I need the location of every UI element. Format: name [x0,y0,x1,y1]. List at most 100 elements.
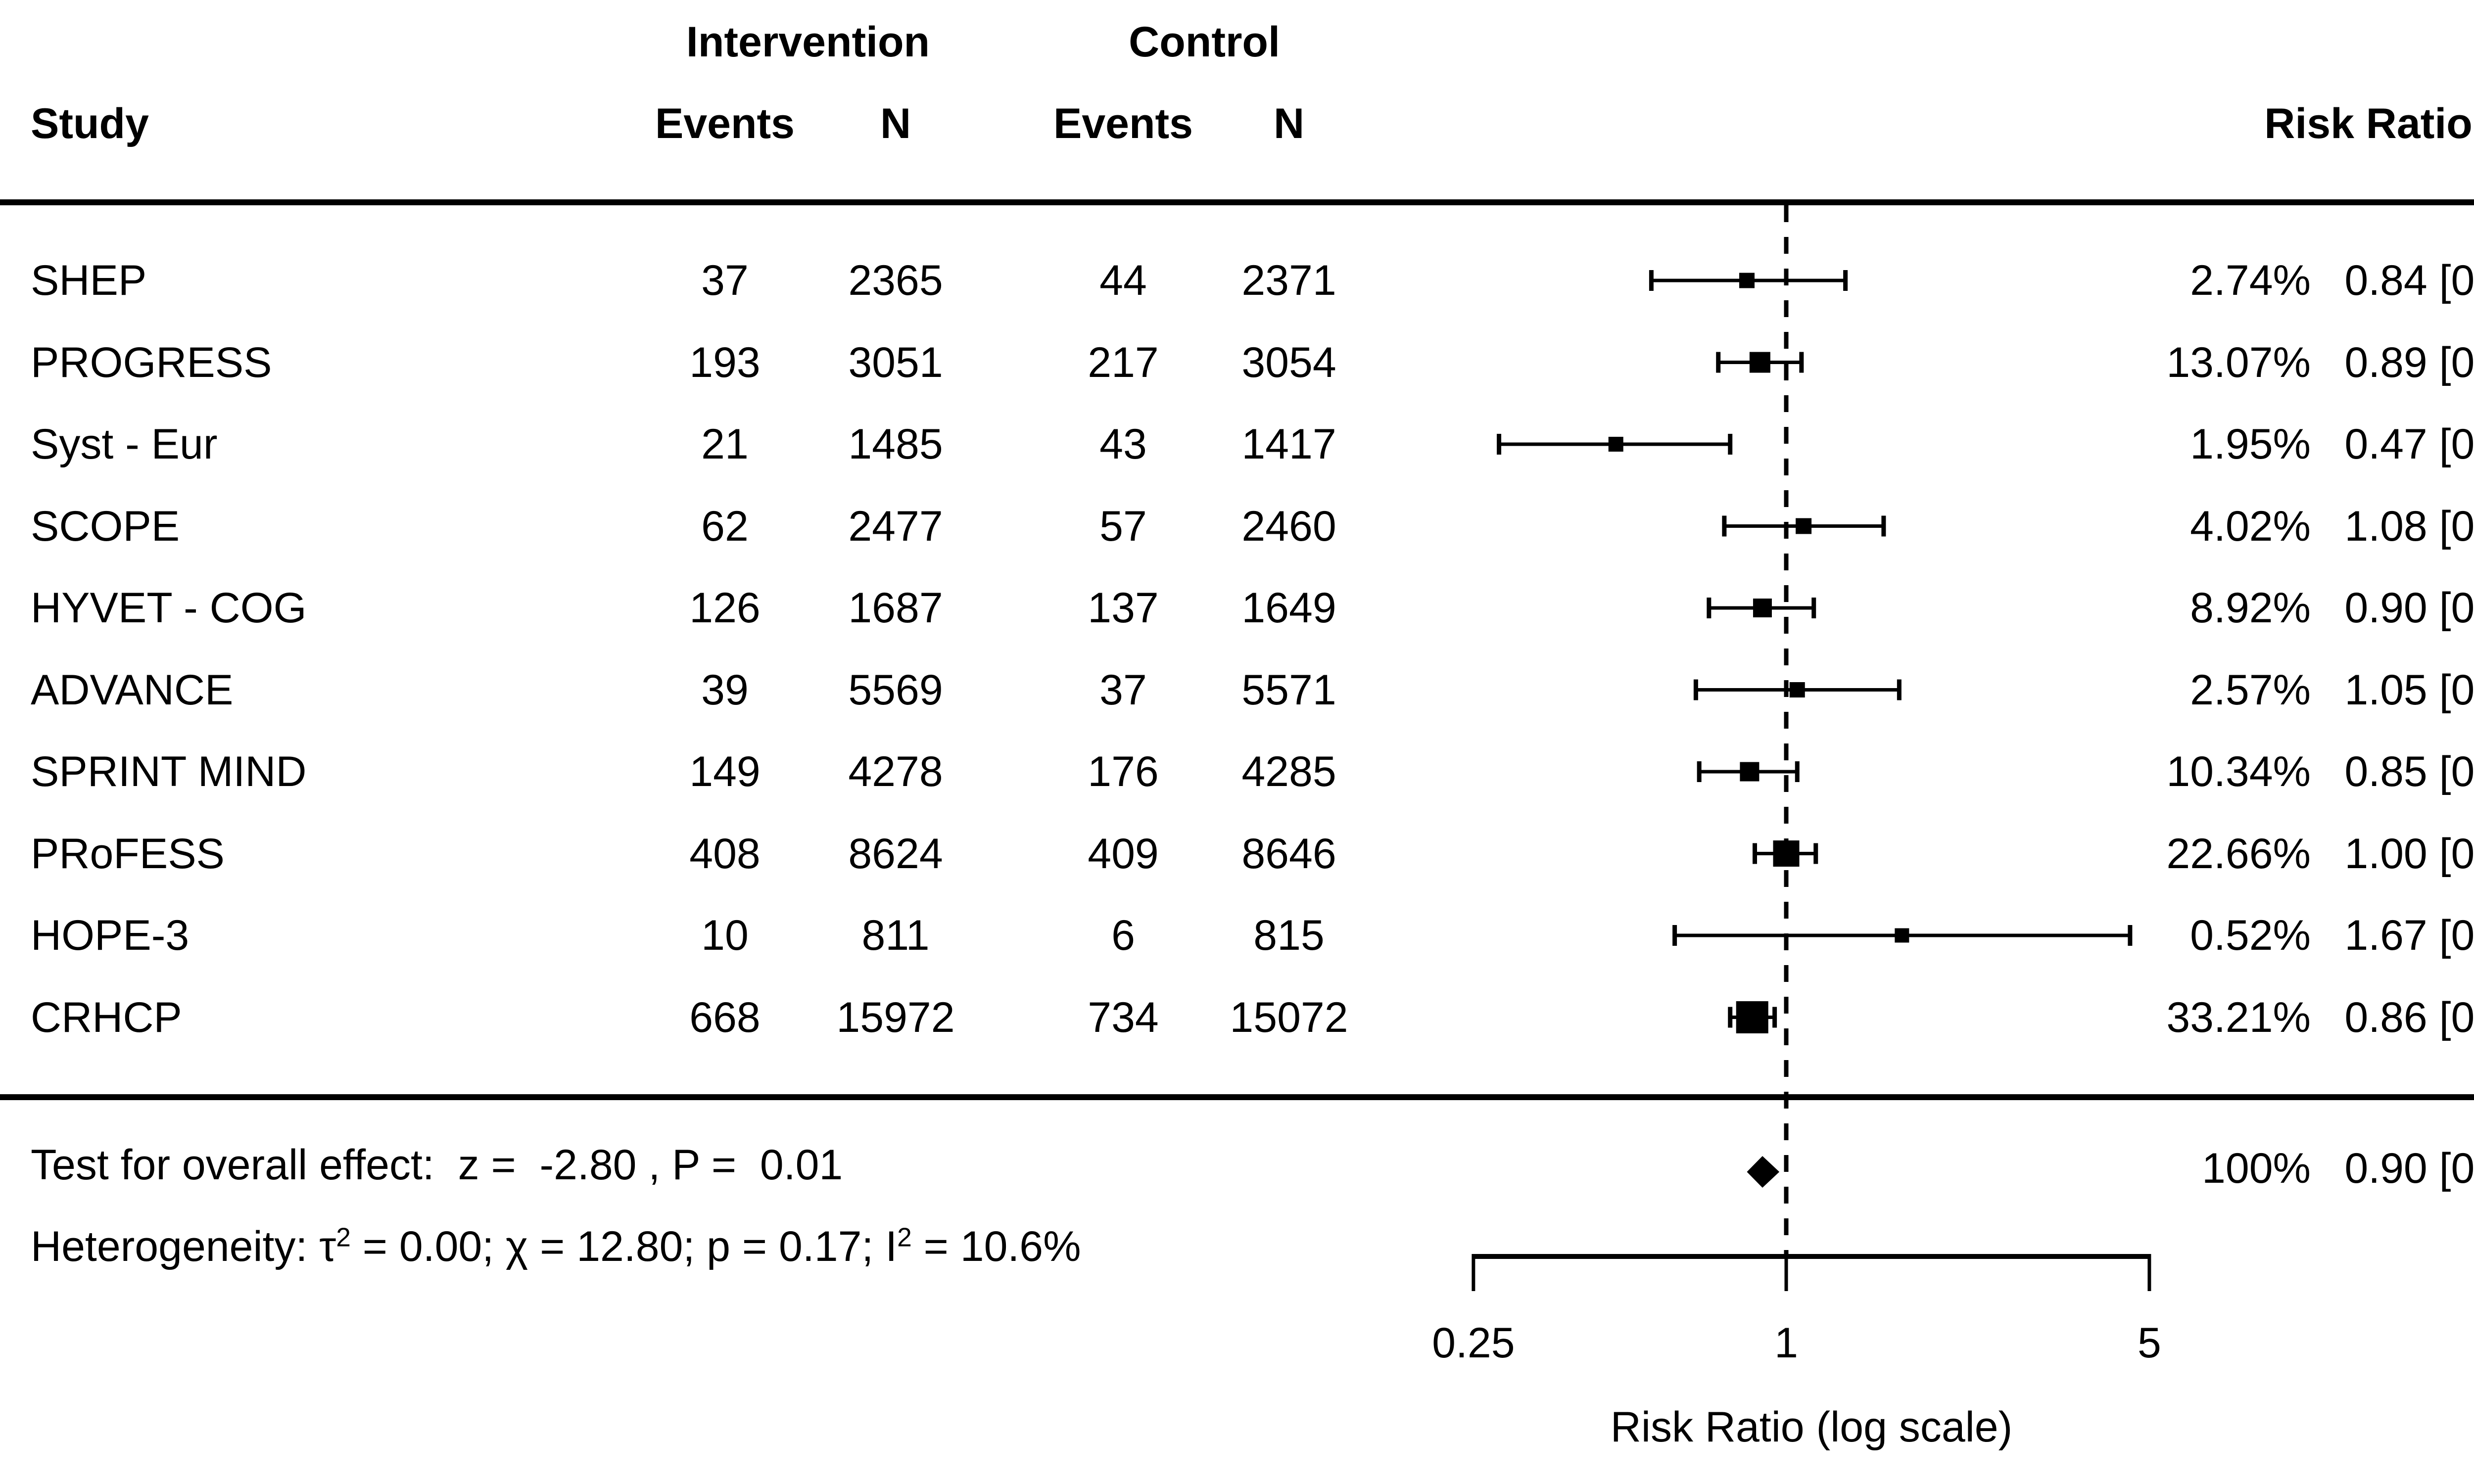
heterogeneity-mid: = 0.00; χ = 12.80; p = 0.17; I [350,1223,898,1270]
point-estimate-square [1773,840,1800,867]
intervention-n-column-header: N [880,100,911,147]
point-estimate-square [1749,352,1770,373]
study-name: SPRINT MIND [31,748,307,795]
intervention-events-value: 668 [689,993,761,1041]
intervention-events-value: 149 [689,748,761,795]
intervention-events-value: 10 [701,912,749,959]
intervention-n-value: 15972 [836,993,955,1041]
intervention-events-column-header: Events [655,100,795,147]
risk-ratio-ci-value: 1.67 [0.61, 4.59] [2344,912,2474,959]
axis-tick-label: 5 [2137,1319,2161,1367]
intervention-n-value: 3051 [848,338,943,386]
study-name: Syst - Eur [31,420,218,468]
control-n-value: 2371 [1241,257,1336,304]
point-estimate-square [1736,1001,1768,1033]
table-bottom-rule [0,1094,2474,1100]
control-n-value: 3054 [1241,338,1336,386]
intervention-group-header: Intervention [686,18,930,66]
control-events-value: 176 [1088,748,1159,795]
control-n-value: 5571 [1241,666,1336,714]
intervention-n-value: 2477 [848,502,943,550]
study-name: HOPE-3 [31,912,190,959]
intervention-events-value: 408 [689,830,761,878]
point-estimate-square [1753,599,1772,617]
point-estimate-square [1740,762,1760,782]
heterogeneity-text: Heterogeneity: τ2 = 0.00; χ = 12.80; p =… [31,1223,1081,1270]
risk-ratio-ci-value: 0.47 [0.28, 0.78] [2344,420,2474,468]
study-name: PRoFESS [31,830,225,878]
control-events-value: 57 [1099,502,1147,550]
study-name: ADVANCE [31,666,234,714]
header-rule [0,199,2474,205]
weight-value: 2.57% [2190,666,2311,714]
axis-tick-label: 0.25 [1432,1319,1515,1367]
intervention-n-value: 811 [861,912,930,959]
study-name: PROGRESS [31,338,272,386]
intervention-events-value: 37 [701,257,749,304]
control-group-header: Control [1129,18,1280,66]
heterogeneity-prefix: Heterogeneity: τ [31,1223,336,1270]
intervention-n-value: 5569 [848,666,943,714]
control-n-column-header: N [1273,100,1305,147]
point-estimate-square [1796,518,1812,534]
weight-value: 1.95% [2190,420,2311,468]
weight-value: 4.02% [2190,502,2311,550]
weight-value: 8.92% [2190,584,2311,632]
axis-title: Risk Ratio (log scale) [1610,1403,2013,1451]
overall-effect-text: Test for overall effect: z = -2.80 , P =… [31,1141,843,1189]
control-events-column-header: Events [1053,100,1193,147]
intervention-n-value: 1687 [848,584,943,632]
intervention-n-value: 1485 [848,420,943,468]
tau-squared-sup: 2 [336,1223,351,1252]
study-name: SHEP [31,257,147,304]
control-events-value: 37 [1099,666,1147,714]
risk-ratio-ci-value: 0.84 [0.55, 1.30] [2344,257,2474,304]
control-events-value: 44 [1099,257,1147,304]
summary-diamond [1747,1156,1780,1188]
heterogeneity-suffix: = 10.6% [911,1223,1081,1270]
intervention-n-value: 4278 [848,748,943,795]
study-name: CRHCP [31,993,182,1041]
i-squared-sup: 2 [897,1223,912,1252]
risk-ratio-ci-value: 1.05 [0.67, 1.65] [2344,666,2474,714]
point-estimate-square [1895,928,1909,943]
control-events-value: 43 [1099,420,1147,468]
weight-value: 33.21% [2166,993,2311,1041]
control-events-value: 6 [1111,912,1135,959]
control-events-value: 137 [1088,584,1159,632]
axis-tick-label: 1 [1774,1319,1798,1367]
summary-risk-ratio: 0.90 [0.84, 0.97] [2344,1145,2474,1192]
study-column-header: Study [31,100,149,147]
risk-ratio-ci-value: 0.85 [0.68, 1.05] [2344,748,2474,795]
weight-value: 10.34% [2166,748,2311,795]
control-n-value: 8646 [1241,830,1336,878]
intervention-events-value: 21 [701,420,749,468]
intervention-n-value: 2365 [848,257,943,304]
study-name: SCOPE [31,502,180,550]
weight-value: 13.07% [2166,338,2311,386]
intervention-events-value: 126 [689,584,761,632]
weight-value: 0.52% [2190,912,2311,959]
study-name: HYVET - COG [31,584,307,632]
intervention-n-value: 8624 [848,830,943,878]
control-n-value: 15072 [1230,993,1348,1041]
risk-ratio-ci-value: 0.90 [0.71, 1.13] [2344,584,2474,632]
control-n-value: 2460 [1241,502,1336,550]
control-n-value: 815 [1253,912,1325,959]
control-events-value: 409 [1088,830,1159,878]
point-estimate-square [1789,682,1805,697]
control-n-value: 1649 [1241,584,1336,632]
intervention-events-value: 62 [701,502,749,550]
weight-value: 2.74% [2190,257,2311,304]
risk-ratio-ci-value: 0.89 [0.74, 1.07] [2344,338,2474,386]
intervention-events-value: 193 [689,338,761,386]
point-estimate-square [1608,437,1623,452]
weight-value: 22.66% [2166,830,2311,878]
point-estimate-square [1739,273,1755,288]
control-n-value: 4285 [1241,748,1336,795]
control-n-value: 1417 [1241,420,1336,468]
control-events-value: 217 [1088,338,1159,386]
control-events-value: 734 [1088,993,1159,1041]
